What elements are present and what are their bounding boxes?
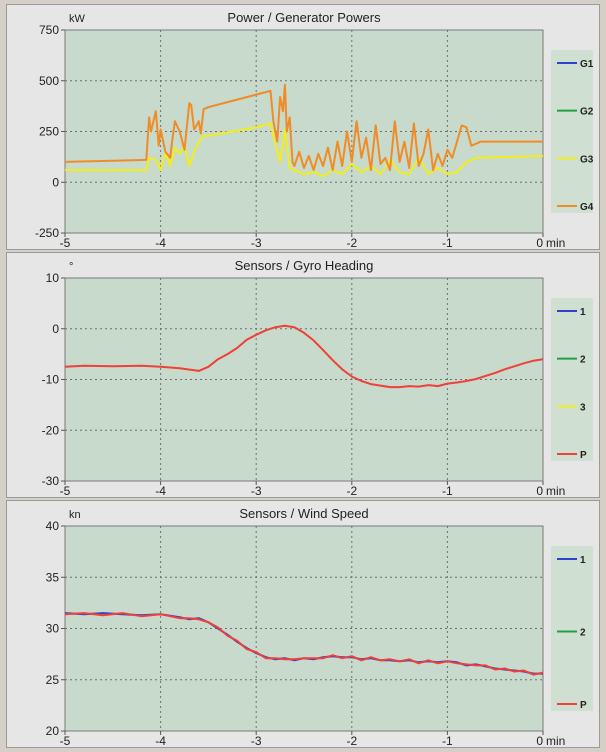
x-tick-label: -1: [442, 734, 453, 747]
x-tick-label: -1: [442, 236, 453, 249]
x-tick-label: -2: [346, 734, 357, 747]
y-tick-label: 35: [46, 570, 60, 584]
x-tick-label: -5: [60, 484, 71, 497]
y-tick-label: 30: [46, 622, 60, 636]
legend-label: 1: [580, 555, 586, 566]
x-tick-label: -3: [251, 734, 262, 747]
y-tick-label: -20: [42, 423, 60, 437]
x-tick-label: -1: [442, 484, 453, 497]
chart-svg-2: Sensors / Gyro Heading°100-10-20-30-5 -4-…: [42, 258, 593, 497]
legend-label: G2: [580, 107, 594, 118]
chart-title: Sensors / Wind Speed: [239, 506, 368, 521]
chart-panel-3: Sensors / Wind Speed kn 40 35 30 25 20 -5 -4 -3 -2…: [6, 500, 600, 748]
legend-label: P: [580, 450, 587, 461]
x-tick-label: -3: [251, 236, 262, 249]
y-tick-label: -10: [42, 373, 60, 387]
x-tick-label: 0: [536, 484, 543, 497]
legend-box: [551, 298, 593, 461]
x-tick-label: -2: [346, 484, 357, 497]
chart-panel-2: Sensors / Gyro Heading ° 10 0 -10 -20 -30 -5 -4-…: [6, 252, 600, 498]
legend-label: G1: [580, 59, 594, 70]
y-tick-label: -250: [35, 226, 59, 240]
chart-title: Power / Generator Powers: [227, 10, 381, 25]
legend-label: P: [580, 700, 587, 711]
x-unit-label: min: [546, 734, 565, 747]
y-unit-label: kn: [69, 509, 81, 521]
x-tick-label: -5: [60, 734, 71, 747]
legend-box: [551, 546, 593, 711]
x-tick-label: -4: [155, 734, 166, 747]
x-unit-label: min: [546, 236, 565, 249]
legend-label: 2: [580, 628, 586, 639]
chart-title: Sensors / Gyro Heading: [235, 258, 374, 273]
y-tick-label: 750: [39, 23, 59, 37]
legend-label: 3: [580, 402, 586, 413]
plot-area: [64, 525, 544, 732]
y-tick-label: 20: [46, 724, 60, 738]
chart-svg-1: Power / Generator Powers kW 750 500 250 0 -250…: [35, 10, 594, 249]
y-tick-label: 40: [46, 519, 60, 533]
x-tick-label: -5: [60, 236, 71, 249]
plot-area: [64, 277, 544, 482]
x-tick-label: -4: [155, 484, 166, 497]
y-tick-label: 25: [46, 673, 60, 687]
x-tick-label: -4: [155, 236, 166, 249]
y-tick-label: 0: [52, 175, 59, 189]
y-tick-label: 250: [39, 125, 59, 139]
series-line-P: [64, 324, 544, 389]
y-unit-label: kW: [69, 13, 86, 25]
plot-area: [64, 29, 544, 234]
y-tick-label: 0: [52, 322, 59, 336]
legend-label: 2: [580, 355, 586, 366]
x-unit-label: min: [546, 484, 565, 497]
x-tick-label: 0: [536, 236, 543, 249]
x-tick-label: -2: [346, 236, 357, 249]
series-line-G4: [64, 83, 543, 172]
chart-panel-1: Power / Generator Powers kW 750 500 250 0 -250…: [6, 4, 600, 250]
series-line-P: [64, 612, 544, 676]
y-tick-label: -30: [42, 474, 60, 488]
legend-label: 1: [580, 307, 586, 318]
x-tick-label: 0: [536, 734, 543, 747]
legend-label: G4: [580, 202, 594, 213]
y-unit-label: °: [69, 261, 73, 273]
legend-box: [551, 50, 593, 213]
legend-label: G3: [580, 154, 594, 165]
y-tick-label: 10: [46, 271, 60, 285]
x-tick-label: -3: [251, 484, 262, 497]
y-tick-label: 500: [39, 74, 59, 88]
